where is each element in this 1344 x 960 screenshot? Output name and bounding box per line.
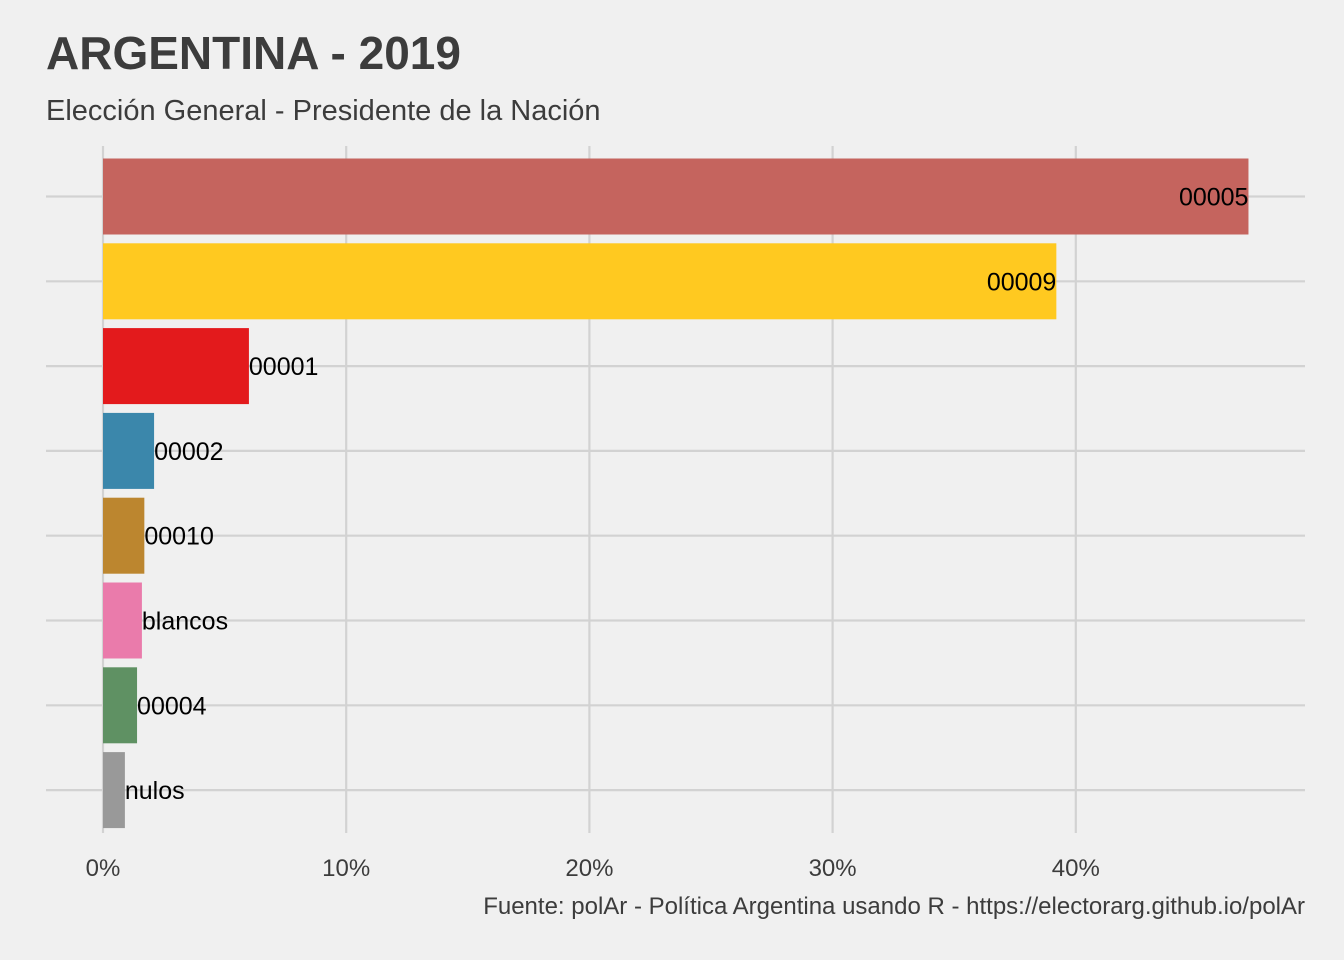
bar-label: nulos <box>125 777 185 805</box>
x-axis-ticks: 0% 10% 20% 30% 40% <box>86 855 1100 882</box>
bar-label: 00009 <box>987 268 1057 296</box>
bar-00001 <box>103 328 249 405</box>
bar-00009 <box>103 243 1057 320</box>
bar-nulos <box>103 752 125 829</box>
chart-title: ARGENTINA - 2019 <box>46 27 461 79</box>
bar-label: 00010 <box>144 523 214 551</box>
bar-label: 00002 <box>154 438 224 466</box>
chart-subtitle: Elección General - Presidente de la Naci… <box>46 95 601 127</box>
bar-00010 <box>103 497 145 574</box>
chart-caption: Fuente: polAr - Política Argentina usand… <box>483 893 1305 920</box>
bar-label: 00001 <box>249 353 319 381</box>
bar-label: blancos <box>142 608 228 636</box>
bar-label: 00005 <box>1179 184 1249 212</box>
x-tick-label: 20% <box>565 855 613 882</box>
x-tick-label: 30% <box>809 855 857 882</box>
bar-label: 00004 <box>137 692 207 720</box>
bar-blancos <box>103 582 142 659</box>
x-tick-label: 10% <box>322 855 370 882</box>
x-tick-label: 0% <box>86 855 121 882</box>
bar-labels: 00005 00009 00001 00002 00010 blancos 00004 nul… <box>125 184 1249 806</box>
bar-00004 <box>103 667 138 744</box>
x-tick-label: 40% <box>1052 855 1100 882</box>
bars <box>103 158 1249 829</box>
bar-00002 <box>103 412 155 489</box>
bar-00005 <box>103 158 1249 235</box>
